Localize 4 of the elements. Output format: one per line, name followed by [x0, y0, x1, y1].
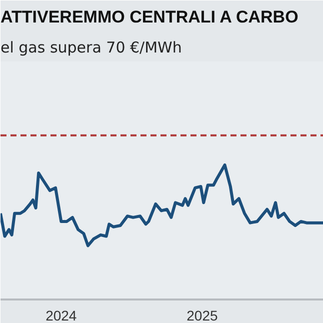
- x-tick-label: 2025: [186, 308, 218, 323]
- chart-title: ATTIVEREMMO CENTRALI A CARBO: [0, 8, 298, 26]
- chart-subtitle: el gas supera 70 €/MWh: [0, 38, 182, 56]
- x-tick-label: 2024: [46, 308, 77, 323]
